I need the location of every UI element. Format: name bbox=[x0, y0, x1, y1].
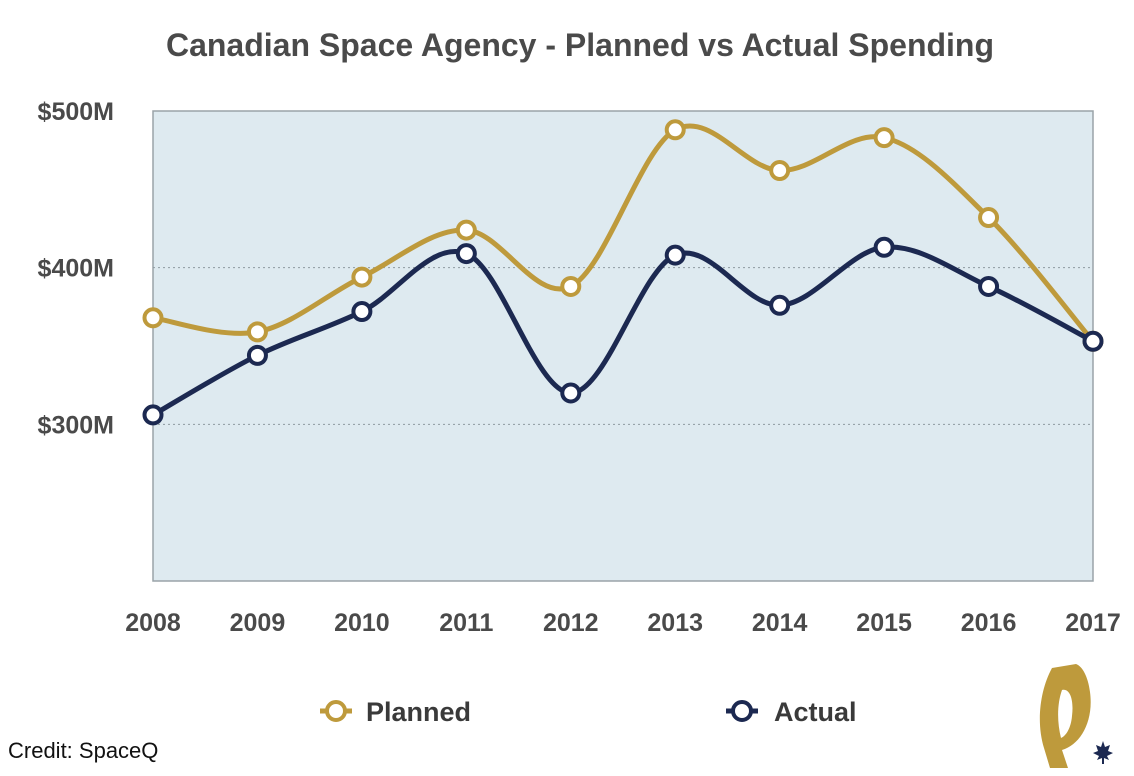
y-tick-label: $500M bbox=[38, 98, 114, 126]
data-point-actual bbox=[142, 404, 164, 426]
legend-item-planned: Planned bbox=[320, 697, 471, 727]
x-tick-label: 2016 bbox=[961, 609, 1017, 637]
data-point-actual bbox=[351, 301, 373, 323]
data-point-actual bbox=[246, 344, 268, 366]
x-axis: 2008 2009 2010 2011 2012 2013 2014 2015 2016 2017 bbox=[125, 609, 1121, 637]
legend-label-actual: Actual bbox=[774, 697, 857, 727]
x-tick-label: 2013 bbox=[647, 609, 703, 637]
maple-leaf-icon bbox=[1093, 741, 1113, 764]
chart-title: Canadian Space Agency - Planned vs Actua… bbox=[166, 27, 994, 63]
x-tick-label: 2012 bbox=[543, 609, 599, 637]
data-point-actual bbox=[873, 236, 895, 258]
series-planned bbox=[142, 119, 1104, 352]
data-point-actual bbox=[455, 243, 477, 265]
data-point-planned bbox=[769, 160, 791, 182]
y-axis: $300M $400M $500M bbox=[38, 98, 114, 439]
data-point-planned bbox=[873, 127, 895, 149]
data-point-planned bbox=[978, 207, 1000, 229]
spaceq-logo-icon bbox=[1039, 664, 1113, 768]
x-tick-label: 2014 bbox=[752, 609, 808, 637]
series bbox=[142, 119, 1104, 426]
x-tick-label: 2017 bbox=[1065, 609, 1121, 637]
legend: Planned Actual bbox=[320, 697, 857, 727]
data-point-actual bbox=[978, 275, 1000, 297]
plot-area bbox=[152, 110, 1094, 582]
legend-marker-actual bbox=[731, 700, 753, 722]
series-actual bbox=[142, 236, 1104, 426]
grid-lines bbox=[153, 267, 1093, 425]
data-point-actual bbox=[769, 294, 791, 316]
data-point-actual bbox=[664, 244, 686, 266]
data-point-planned bbox=[560, 275, 582, 297]
y-tick-label: $300M bbox=[38, 411, 114, 439]
x-tick-label: 2009 bbox=[230, 609, 286, 637]
series-line-actual bbox=[150, 244, 1096, 418]
data-point-actual bbox=[560, 382, 582, 404]
legend-item-actual: Actual bbox=[726, 697, 857, 727]
x-tick-label: 2008 bbox=[125, 609, 181, 637]
data-point-planned bbox=[142, 307, 164, 329]
data-point-planned bbox=[351, 266, 373, 288]
series-line-planned bbox=[150, 123, 1096, 344]
x-tick-label: 2010 bbox=[334, 609, 390, 637]
legend-marker-planned bbox=[325, 700, 347, 722]
data-point-planned bbox=[246, 321, 268, 343]
logo-q-shape bbox=[1039, 664, 1091, 768]
credit-text: Credit: SpaceQ bbox=[8, 738, 159, 763]
data-point-planned bbox=[455, 219, 477, 241]
y-tick-label: $400M bbox=[38, 255, 114, 283]
data-point-actual bbox=[1082, 330, 1104, 352]
x-tick-label: 2011 bbox=[439, 609, 493, 637]
x-tick-label: 2015 bbox=[856, 609, 912, 637]
data-point-planned bbox=[664, 119, 686, 141]
legend-label-planned: Planned bbox=[366, 697, 471, 727]
